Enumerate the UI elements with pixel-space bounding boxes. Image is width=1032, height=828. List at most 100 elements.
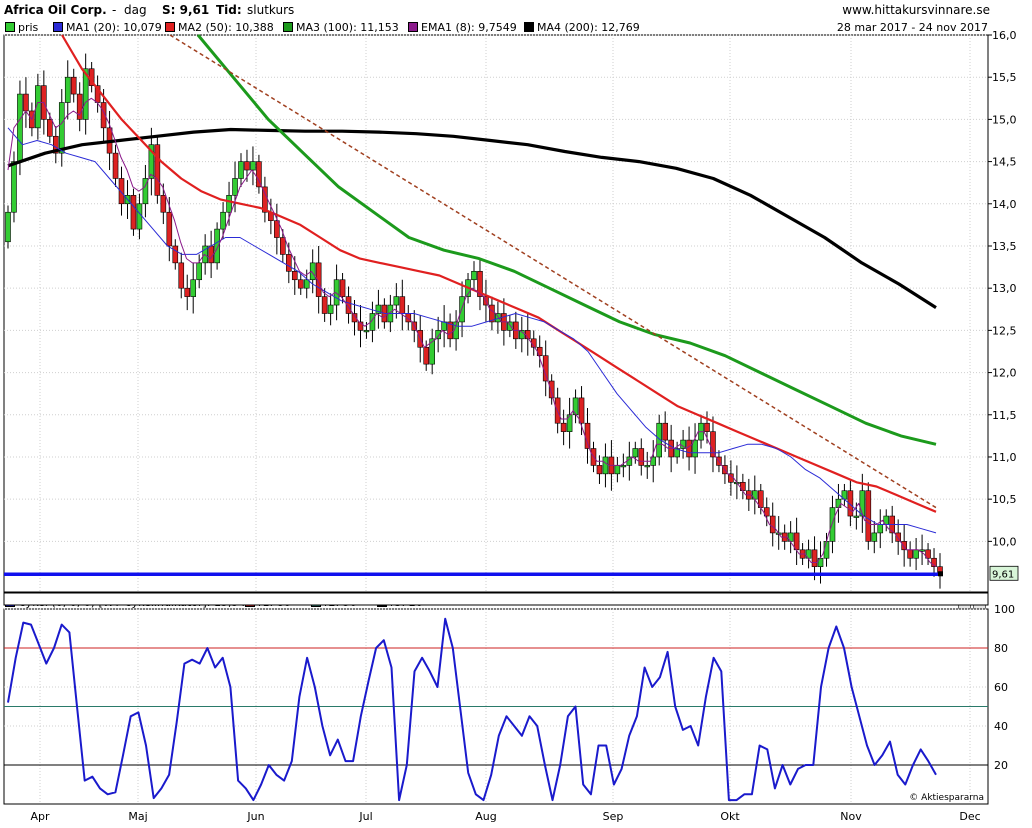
candle-up xyxy=(471,271,477,281)
legend-label: MA4 (200): 12,769 xyxy=(537,21,640,34)
candle-down xyxy=(686,439,692,458)
candle-up xyxy=(214,228,220,264)
series-line-ma4-200- xyxy=(7,127,937,309)
x-tick-label: Maj xyxy=(128,810,147,823)
price-tag-label: 9,61 xyxy=(992,569,1014,580)
legend-label: MA3 (100): 11,153 xyxy=(296,21,399,34)
candle-up xyxy=(877,524,884,534)
y-tick-label: 14,0 xyxy=(992,198,1017,211)
candle-down xyxy=(184,287,191,297)
candle-up xyxy=(871,532,878,542)
candle-down xyxy=(895,532,901,542)
candle-up xyxy=(602,456,609,475)
candle-down xyxy=(578,397,585,424)
candle-down xyxy=(901,541,907,551)
legend-label: pris xyxy=(18,21,39,34)
candle-up xyxy=(35,85,41,129)
candle-up xyxy=(614,465,621,475)
y-tick-label: 12,5 xyxy=(992,324,1017,337)
candle-up xyxy=(148,144,155,179)
x-tick-label: Aug xyxy=(475,810,496,823)
y-tick-label: 11,5 xyxy=(992,409,1017,422)
site-label: www.hittakursvinnare.se xyxy=(842,3,990,17)
legend-label: EMA1 (8): 9,7549 xyxy=(421,21,517,34)
date-range: 28 mar 2017 - 24 nov 2017 xyxy=(836,21,988,34)
candle-down xyxy=(280,237,286,255)
candle-up xyxy=(393,296,400,306)
candle-down xyxy=(23,93,29,112)
osc-tick-label: 100 xyxy=(994,603,1015,616)
candle-down xyxy=(70,76,77,95)
candle-up xyxy=(226,195,232,213)
y-tick-label: 10,5 xyxy=(992,493,1017,506)
candle-down xyxy=(847,490,854,517)
company-name: Africa Oil Corp. xyxy=(4,3,107,17)
candle-down xyxy=(130,195,137,230)
candle-down xyxy=(100,102,107,129)
legend-item: MA2 (50): 10,388 xyxy=(165,21,274,34)
candle-up xyxy=(375,304,382,314)
candle-up xyxy=(913,549,919,559)
candle-up xyxy=(327,304,334,314)
osc-tick-label: 60 xyxy=(994,681,1008,694)
candle-up xyxy=(333,279,340,306)
candle-up xyxy=(238,161,244,179)
candle-down xyxy=(76,93,83,120)
y-tick-label: 15,0 xyxy=(992,113,1017,126)
x-tick-label: Nov xyxy=(840,810,862,823)
candle-down xyxy=(399,296,406,314)
candle-down xyxy=(256,161,262,188)
x-tick-label: Jul xyxy=(358,810,372,823)
candle-up xyxy=(136,203,143,230)
candle-down xyxy=(166,211,173,247)
legend-item: pris xyxy=(5,21,38,34)
main-legend: 28 mar 2017 - 24 nov 2017 pris MA1 (20): … xyxy=(5,21,988,34)
y-tick-label: 16,0 xyxy=(992,29,1017,42)
candle-up xyxy=(644,465,651,468)
candle-up xyxy=(220,211,226,230)
candle-down xyxy=(489,304,495,323)
legend-swatch xyxy=(524,22,534,32)
x-tick-label: Dec xyxy=(959,810,980,823)
candle-up xyxy=(859,490,866,517)
candle-down xyxy=(172,245,179,264)
candle-up xyxy=(692,439,698,458)
candle-down xyxy=(662,422,668,441)
candle-up xyxy=(17,93,23,162)
candle-down xyxy=(542,355,549,382)
candle-down xyxy=(704,422,710,432)
candle-down xyxy=(548,380,555,399)
candle-down xyxy=(477,271,483,297)
candle-down xyxy=(291,271,298,281)
header-dash: - xyxy=(112,3,117,17)
candle-down xyxy=(907,549,913,559)
candle-up xyxy=(369,313,376,331)
candle-down xyxy=(447,321,453,340)
legend-label: MA2 (50): 10,388 xyxy=(178,21,274,34)
candle-down xyxy=(638,448,645,466)
y-tick-label: 13,5 xyxy=(992,240,1017,253)
oscillator-line xyxy=(7,617,937,802)
legend-swatch xyxy=(53,22,63,32)
candle-up xyxy=(507,321,513,331)
candle-up xyxy=(82,68,89,120)
y-tick-label: 13,0 xyxy=(992,282,1017,295)
candle-down xyxy=(274,220,280,238)
candle-down xyxy=(339,279,346,297)
candle-down xyxy=(52,135,59,154)
legend-swatch xyxy=(5,22,15,32)
candle-up xyxy=(64,76,71,103)
series-line-ma1-20- xyxy=(7,127,937,534)
legend-swatch xyxy=(283,22,293,32)
time-value: slutkurs xyxy=(247,3,295,17)
candle-up xyxy=(632,448,639,458)
candle-down xyxy=(351,313,358,323)
series-line-ma2-50- xyxy=(61,34,937,513)
candle-up xyxy=(232,178,238,196)
candle-up xyxy=(250,161,256,171)
candle-up xyxy=(518,330,525,340)
watermark-label: © Aktiespararna xyxy=(909,793,984,803)
candle-up xyxy=(656,422,663,458)
candle-down xyxy=(596,465,603,475)
candle-down xyxy=(285,254,292,272)
